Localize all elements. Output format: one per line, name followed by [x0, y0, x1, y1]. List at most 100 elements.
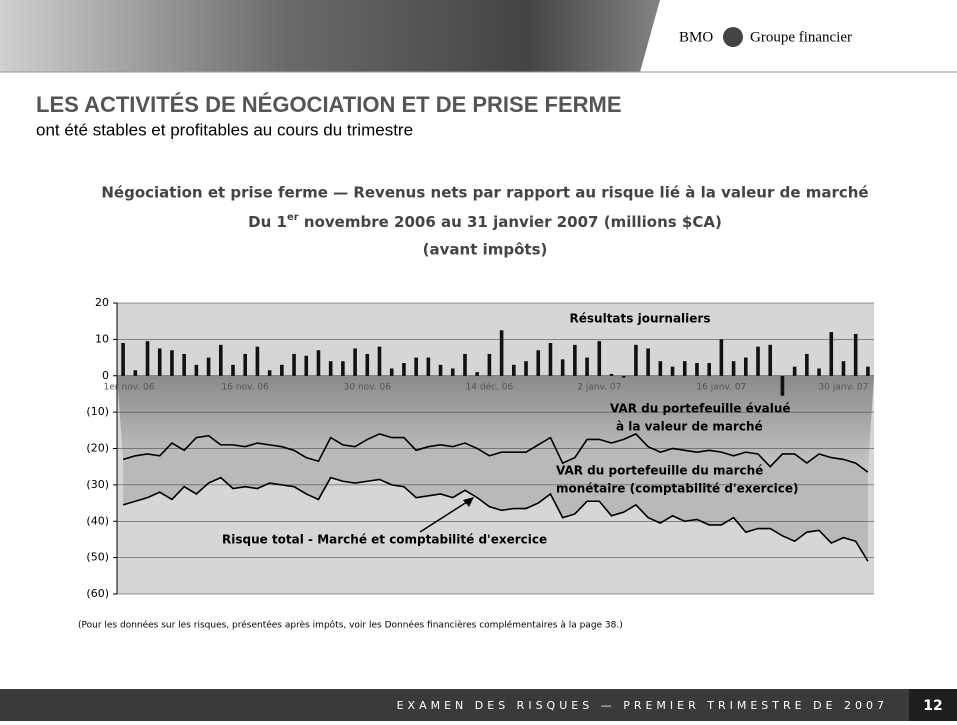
- bar: [365, 354, 369, 376]
- bar: [207, 358, 211, 376]
- bar: [195, 365, 199, 376]
- annotation: à la valeur de marché: [616, 420, 763, 434]
- plot: 20 10 0 (10) (20) (30) (40) (50) (60) 1er nov. 06…: [86, 296, 874, 600]
- x-tick-label: 1er nov. 06: [104, 382, 155, 392]
- bar: [561, 359, 565, 375]
- x-tick-label: 14 déc. 06: [466, 381, 514, 392]
- bar: [610, 374, 614, 376]
- bar: [414, 358, 418, 376]
- footnote: (Pour les données sur les risques, prése…: [78, 620, 623, 631]
- bar: [585, 358, 589, 376]
- annotation: monétaire (comptabilité d'exercice): [556, 482, 799, 496]
- chart-subtitle2: (avant impôts): [423, 241, 548, 259]
- bar: [304, 356, 308, 376]
- y-tick-label: (50): [86, 551, 109, 564]
- bar: [842, 361, 846, 376]
- footer-text: EXAMEN DES RISQUES — PREMIER TRIMESTRE D…: [397, 699, 888, 712]
- annotation: VAR du portefeuille évalué: [610, 402, 791, 416]
- logo-icon: [723, 27, 743, 47]
- bar: [866, 367, 870, 376]
- chart-subtitle: Du 1er novembre 2006 au 31 janvier 2007 …: [248, 212, 722, 231]
- bar: [402, 363, 406, 376]
- x-tick-label: 16 nov. 06: [222, 382, 270, 392]
- bar: [121, 343, 125, 376]
- bar: [451, 368, 455, 375]
- bar: [829, 332, 833, 376]
- bar: [683, 361, 687, 376]
- bar: [488, 354, 492, 376]
- bar: [646, 348, 650, 375]
- y-tick-label: 0: [102, 369, 109, 382]
- bar: [182, 354, 186, 376]
- bar: [390, 368, 394, 375]
- bar: [805, 354, 809, 376]
- bar: [134, 370, 138, 375]
- y-tick-label: (40): [86, 514, 109, 527]
- bar: [671, 367, 675, 376]
- bar: [353, 348, 357, 375]
- bar: [854, 334, 858, 376]
- bar: [170, 350, 174, 375]
- bar: [439, 365, 443, 376]
- bar: [720, 339, 724, 375]
- bar: [475, 372, 479, 376]
- group-name: Groupe financier: [750, 29, 852, 45]
- bar: [536, 350, 540, 375]
- bar: [817, 368, 821, 375]
- y-tick-label: (60): [86, 587, 109, 600]
- x-tick-label: 30 janv. 07: [819, 382, 869, 392]
- bar: [756, 347, 760, 376]
- slide-canvas: BMO Groupe financier LES ACTIVITÉS DE NÉ…: [0, 0, 957, 721]
- x-tick-label: 16 janv. 07: [696, 382, 746, 392]
- slide: BMO Groupe financier LES ACTIVITÉS DE NÉ…: [0, 0, 957, 721]
- subtitle-sup: er: [287, 212, 299, 223]
- bar: [659, 361, 663, 376]
- y-tick-label: (20): [86, 442, 109, 455]
- bar: [793, 367, 797, 376]
- x-tick-label: 2 janv. 07: [577, 382, 621, 392]
- bar: [219, 345, 223, 376]
- bar: [622, 376, 626, 378]
- annotation: Risque total - Marché et comptabilité d'…: [222, 533, 547, 547]
- bar: [781, 376, 785, 396]
- bar: [768, 345, 772, 376]
- brand: BMO: [679, 29, 713, 45]
- bar: [524, 361, 528, 376]
- slide-subtitle: ont été stables et profitables au cours …: [36, 120, 413, 139]
- bar: [634, 345, 638, 376]
- bar: [378, 347, 382, 376]
- y-tick-label: (10): [86, 405, 109, 418]
- x-tick-label: 30 nov. 06: [344, 382, 392, 392]
- annotation: Résultats journaliers: [570, 312, 711, 326]
- bar: [732, 361, 736, 376]
- bar: [707, 363, 711, 376]
- bar: [329, 361, 333, 376]
- bar: [695, 363, 699, 376]
- bar: [341, 361, 345, 376]
- bar: [256, 347, 260, 376]
- bar: [158, 348, 162, 375]
- bar: [280, 365, 284, 376]
- bar: [744, 358, 748, 376]
- bar: [573, 345, 577, 376]
- bar: [500, 330, 504, 375]
- slide-title: LES ACTIVITÉS DE NÉGOCIATION ET DE PRISE…: [36, 92, 622, 117]
- subtitle-part: Du 1: [248, 213, 287, 231]
- y-tick-label: 20: [95, 296, 109, 309]
- bar: [549, 343, 553, 376]
- y-tick-label: 10: [95, 332, 109, 345]
- bar: [512, 365, 516, 376]
- bar: [231, 365, 235, 376]
- bar: [597, 341, 601, 376]
- bar: [146, 341, 150, 376]
- bar: [243, 354, 247, 376]
- bar: [292, 354, 296, 376]
- bar: [268, 370, 272, 375]
- page-number: 12: [923, 698, 942, 714]
- annotation: VAR du portefeuille du marché: [556, 464, 763, 478]
- bar: [317, 350, 321, 375]
- bar: [427, 358, 431, 376]
- bar: [463, 354, 467, 376]
- y-tick-label: (30): [86, 478, 109, 491]
- subtitle-part: novembre 2006 au 31 janvier 2007 (millio…: [299, 213, 722, 231]
